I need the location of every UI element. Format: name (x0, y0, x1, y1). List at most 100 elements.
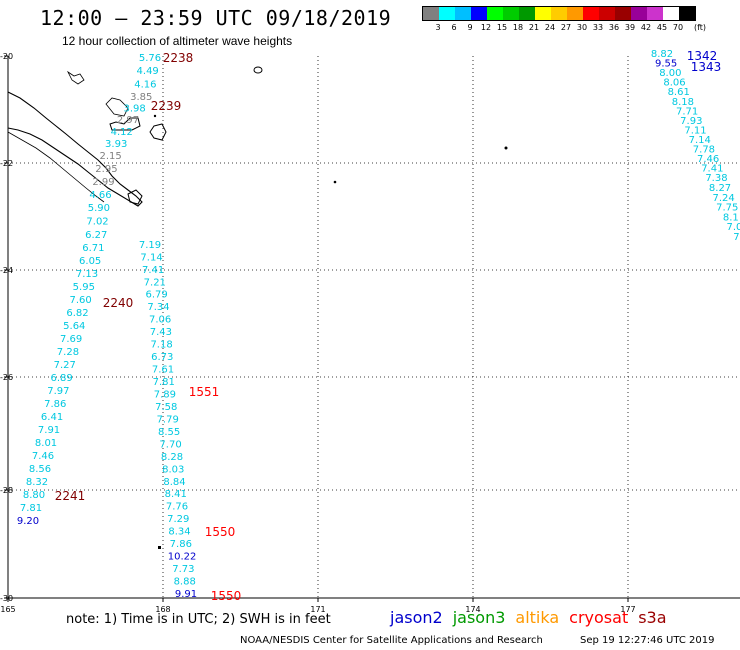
wave-height-value: 7.91 (38, 425, 60, 436)
wave-height-value: 7.46 (697, 154, 719, 165)
pass-time-label: 1550 (205, 525, 236, 539)
longitude-label: 177 (620, 605, 635, 614)
wave-height-value: 6.41 (41, 412, 63, 423)
wave-height-value: 3.98 (123, 103, 145, 114)
wave-height-value: 8.56 (29, 464, 51, 475)
wave-height-value: 6.79 (146, 290, 168, 301)
latitude-label: -24 (0, 266, 13, 275)
walpole-island (253, 66, 263, 74)
wave-height-value: 8.27 (709, 183, 731, 194)
wave-height-value: 8.88 (174, 577, 196, 588)
wave-height-value: 10.22 (168, 552, 197, 563)
legend-swatch (439, 7, 455, 20)
track-marker (158, 546, 161, 549)
wave-height-value: 2.95 (95, 164, 117, 175)
wave-height-value: 8.80 (23, 490, 45, 501)
reef-fragment (66, 70, 85, 85)
wave-height-value: 2.97 (117, 115, 139, 126)
wave-height-value: 7.70 (159, 439, 181, 450)
latitude-label: -30 (0, 594, 13, 603)
legend-swatch (567, 7, 583, 20)
chart-title: 12:00 – 23:59 UTC 09/18/2019 (40, 6, 392, 30)
wave-height-value: 7.73 (172, 564, 194, 575)
loyalty-island-mare (149, 123, 167, 141)
wave-height-value: 7.19 (139, 240, 161, 251)
legend-swatch (503, 7, 519, 20)
wave-height-value: 8.18 (672, 97, 694, 108)
wave-height-value: 3.85 (130, 92, 152, 103)
legend-swatch (455, 7, 471, 20)
legend-swatch (615, 7, 631, 20)
legend-label: 33 (592, 23, 604, 32)
latitude-label: -26 (0, 373, 13, 382)
wave-height-value: 2.99 (92, 177, 114, 188)
wave-height-value: 8.28 (161, 452, 183, 463)
legend-label: 30 (576, 23, 588, 32)
wave-height-value: 7.86 (44, 399, 66, 410)
matthew-island (504, 146, 508, 150)
satellite-name-cryosat: cryosat (569, 608, 629, 627)
wave-height-value: 7.89 (154, 390, 176, 401)
isle-of-pines (127, 189, 143, 205)
wave-height-value: 4.12 (111, 127, 133, 138)
wave-height-value: 7.61 (152, 365, 174, 376)
wave-height-value: 7.13 (76, 269, 98, 280)
wave-height-value: 7.75 (716, 203, 738, 214)
wave-height-value: 7.27 (54, 360, 76, 371)
wave-height-value: 7.41 (701, 164, 723, 175)
legend-swatch (487, 7, 503, 20)
wave-height-value: 4.49 (137, 66, 159, 77)
latitude-label: -22 (0, 159, 13, 168)
wave-height-value: 7.0 (726, 222, 740, 233)
legend-label: 18 (512, 23, 524, 32)
legend-swatch (519, 7, 535, 20)
wave-height-value: 5.64 (63, 321, 85, 332)
wave-height-value: 4.16 (134, 79, 156, 90)
wave-height-value: 4.66 (89, 190, 111, 201)
legend-swatch (551, 7, 567, 20)
wave-height-value: 7.34 (147, 302, 169, 313)
pass-time-label: 2238 (163, 51, 194, 65)
legend-label: 6 (451, 23, 457, 32)
pass-time-label: 2240 (103, 296, 134, 310)
legend-swatch (599, 7, 615, 20)
wave-height-value: 6.71 (82, 243, 104, 254)
wave-height-value: 8.32 (26, 477, 48, 488)
longitude-label: 168 (155, 605, 170, 614)
pass-time-label: 2239 (151, 99, 182, 113)
wave-height-value: 7. (733, 232, 740, 243)
wave-height-value: 6.82 (66, 308, 88, 319)
wave-height-value: 3.93 (105, 139, 127, 150)
wave-height-value: 7.93 (680, 116, 702, 127)
legend-swatch (583, 7, 599, 20)
pass-time-label: 1551 (189, 385, 220, 399)
legend-swatch (663, 7, 679, 20)
wave-height-value: 8.82 (651, 49, 673, 60)
legend-swatch (679, 7, 695, 20)
wave-height-value: 9.91 (175, 589, 197, 600)
wave-height-value: 7.02 (86, 217, 108, 228)
legend-label: 27 (560, 23, 572, 32)
wave-height-value: 7.21 (144, 277, 166, 288)
wave-height-value: 7.69 (60, 334, 82, 345)
legend-swatch (423, 7, 439, 20)
color-scale-legend: 3 6 9 12 15 18 21 24 27 30 33 36 39 42 45 70 (ft) (422, 6, 706, 32)
footer-credit: NOAA/NESDIS Center for Satellite Applica… (240, 635, 543, 646)
pass-time-label: 1342 (687, 49, 718, 63)
wave-height-value: 7.81 (20, 503, 42, 514)
wave-height-value: 7.79 (157, 414, 179, 425)
new-caledonia-coastline (7, 91, 143, 207)
legend-swatch (535, 7, 551, 20)
legend-label: 12 (480, 23, 492, 32)
wave-height-value: 2.15 (99, 151, 121, 162)
wave-height-value: 9.55 (655, 59, 677, 70)
pass-time-label: 1343 (691, 60, 722, 74)
legend-labels: 3 6 9 12 15 18 21 24 27 30 33 36 39 42 45 70 (ft) (422, 23, 740, 35)
latitude-label: -28 (0, 486, 13, 495)
pass-time-label: 1550 (211, 589, 242, 603)
wave-height-value: 7.41 (142, 265, 164, 276)
satellite-name-jason2: jason2 (390, 608, 443, 627)
wave-height-value: 7.11 (684, 125, 706, 136)
wave-height-value: 6.73 (151, 352, 173, 363)
wave-height-value: 7.86 (170, 539, 192, 550)
